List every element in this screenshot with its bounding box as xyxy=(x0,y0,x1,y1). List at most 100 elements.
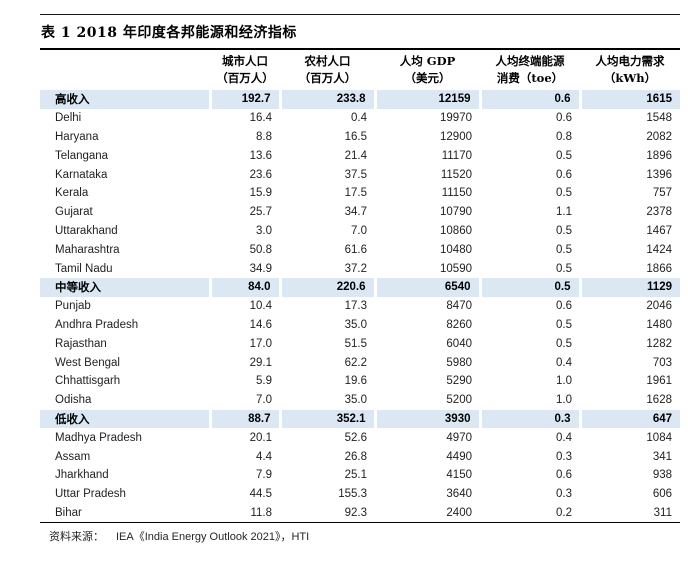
cell-value: 1084 xyxy=(646,431,672,444)
row-label: 高收入 xyxy=(40,90,210,109)
cell-value: 647 xyxy=(578,409,680,429)
table-row: Tamil Nadu 34.9 37.2 10590 0.5 1866 xyxy=(40,259,680,278)
cell-value: 0.4 xyxy=(351,112,367,125)
row-label: Bihar xyxy=(55,506,82,519)
table-row: Madhya Pradesh 20.1 52.6 4970 0.4 1084 xyxy=(40,428,680,447)
row-label: Uttarakhand xyxy=(55,224,118,237)
data-table: 城市人口 （百万人） 农村人口 （百万人） 人均 GDP （美元） 人均终端能源… xyxy=(40,48,680,524)
source-value: IEA《India Energy Outlook 2021》，HTI xyxy=(116,531,310,544)
table-row: Punjab 10.4 17.3 8470 0.6 2046 xyxy=(40,297,680,316)
cell-value: 0.4 xyxy=(556,431,572,444)
cell-value: 233.8 xyxy=(278,90,375,109)
cell-value: 25.1 xyxy=(344,469,367,482)
row-label: Assam xyxy=(55,450,91,463)
cell-value: 311 xyxy=(653,506,672,519)
cell-value: 1548 xyxy=(646,112,672,125)
cell-value: 1467 xyxy=(646,224,672,237)
row-label: Andhra Pradesh xyxy=(55,318,139,331)
cell-value: 19970 xyxy=(440,112,472,125)
cell-value: 6540 xyxy=(373,277,480,297)
row-label: Maharashtra xyxy=(55,243,120,256)
cell-value: 34.9 xyxy=(249,262,272,275)
cell-value: 1866 xyxy=(646,262,672,275)
cell-value: 16.5 xyxy=(344,130,367,143)
table-row: Bihar 11.8 92.3 2400 0.2 311 xyxy=(40,504,680,523)
cell-value: 2378 xyxy=(646,206,672,219)
row-label: Uttar Pradesh xyxy=(55,488,126,501)
table-row: Odisha 7.0 35.0 5200 1.0 1628 xyxy=(40,391,680,410)
header-electricity-demand: 人均电力需求 （kWh） xyxy=(595,54,665,85)
table-row: Maharashtra 50.8 61.6 10480 0.5 1424 xyxy=(40,240,680,259)
cell-value: 1282 xyxy=(646,337,672,350)
cell-value: 3640 xyxy=(446,488,472,501)
table-title: 表 1 2018 年印度各邦能源和经济指标 xyxy=(41,25,297,41)
cell-value: 7.0 xyxy=(351,224,367,237)
cell-value: 25.7 xyxy=(249,206,272,219)
row-label: West Bengal xyxy=(55,356,120,369)
summary-row: 中等收入 84.0 220.6 6540 0.5 1129 xyxy=(40,277,680,297)
cell-value: 2082 xyxy=(646,130,672,143)
header-gdp-per-capita: 人均 GDP （美元） xyxy=(399,54,456,85)
table-row: Delhi 16.4 0.4 19970 0.6 1548 xyxy=(40,109,680,128)
row-label: Odisha xyxy=(55,394,92,407)
table-row: Rajasthan 17.0 51.5 6040 0.5 1282 xyxy=(40,334,680,353)
cell-value: 938 xyxy=(652,469,672,482)
cell-value: 3.0 xyxy=(256,224,272,237)
cell-value: 11520 xyxy=(440,168,472,181)
cell-value: 155.3 xyxy=(338,488,367,501)
cell-value: 1896 xyxy=(646,149,672,162)
table-row: Uttarakhand 3.0 7.0 10860 0.5 1467 xyxy=(40,222,680,241)
cell-value: 0.6 xyxy=(556,300,572,313)
cell-value: 15.9 xyxy=(249,187,272,200)
cell-value: 10480 xyxy=(440,243,472,256)
cell-value: 8260 xyxy=(446,318,472,331)
cell-value: 0.6 xyxy=(556,168,572,181)
cell-value: 5980 xyxy=(446,356,472,369)
cell-value: 3930 xyxy=(373,409,480,429)
header-row: 城市人口 （百万人） 农村人口 （百万人） 人均 GDP （美元） 人均终端能源… xyxy=(40,49,680,90)
cell-value: 11150 xyxy=(441,187,472,200)
cell-value: 5.9 xyxy=(256,375,272,388)
report-table-block: 表 1 2018 年印度各邦能源和经济指标 城市人口 （百万人） 农村人口 （百… xyxy=(40,14,680,544)
row-label: Gujarat xyxy=(55,206,93,219)
cell-value: 35.0 xyxy=(344,394,367,407)
cell-value: 703 xyxy=(652,356,672,369)
cell-value: 4.4 xyxy=(256,450,272,463)
table-row: West Bengal 29.1 62.2 5980 0.4 703 xyxy=(40,353,680,372)
cell-value: 29.1 xyxy=(249,356,272,369)
cell-value: 1129 xyxy=(578,277,680,297)
cell-value: 1615 xyxy=(578,90,680,109)
cell-value: 4490 xyxy=(446,450,472,463)
cell-value: 5290 xyxy=(446,375,472,388)
cell-value: 26.8 xyxy=(344,450,367,463)
cell-value: 0.4 xyxy=(556,356,572,369)
cell-value: 220.6 xyxy=(278,277,375,297)
cell-value: 1.1 xyxy=(556,206,572,219)
row-label: Jharkhand xyxy=(55,469,109,482)
table-row: Assam 4.4 26.8 4490 0.3 341 xyxy=(40,447,680,466)
cell-value: 10590 xyxy=(440,262,472,275)
cell-value: 0.5 xyxy=(556,337,572,350)
cell-value: 0.6 xyxy=(556,469,572,482)
header-energy-consumption: 人均终端能源 消费（toe） xyxy=(495,54,565,85)
source-label: 资料来源： xyxy=(49,530,104,544)
cell-value: 0.5 xyxy=(556,243,572,256)
cell-value: 7.0 xyxy=(256,394,272,407)
source-note: 资料来源： IEA《India Energy Outlook 2021》，HTI xyxy=(40,528,680,544)
header-rural-population: 农村人口 （百万人） xyxy=(298,54,357,85)
cell-value: 17.3 xyxy=(344,300,367,313)
row-label: 中等收入 xyxy=(40,277,210,297)
cell-value: 341 xyxy=(652,450,672,463)
cell-value: 21.4 xyxy=(344,149,367,162)
cell-value: 352.1 xyxy=(278,409,375,429)
cell-value: 6040 xyxy=(446,337,472,350)
cell-value: 12900 xyxy=(440,130,472,143)
cell-value: 10.4 xyxy=(249,300,272,313)
cell-value: 35.0 xyxy=(344,318,367,331)
row-label: Punjab xyxy=(55,300,91,313)
summary-row: 高收入 192.7 233.8 12159 0.6 1615 xyxy=(40,90,680,109)
cell-value: 92.3 xyxy=(344,506,367,519)
cell-value: 192.7 xyxy=(208,90,280,109)
table-row: Karnataka 23.6 37.5 11520 0.6 1396 xyxy=(40,165,680,184)
cell-value: 2046 xyxy=(646,300,672,313)
